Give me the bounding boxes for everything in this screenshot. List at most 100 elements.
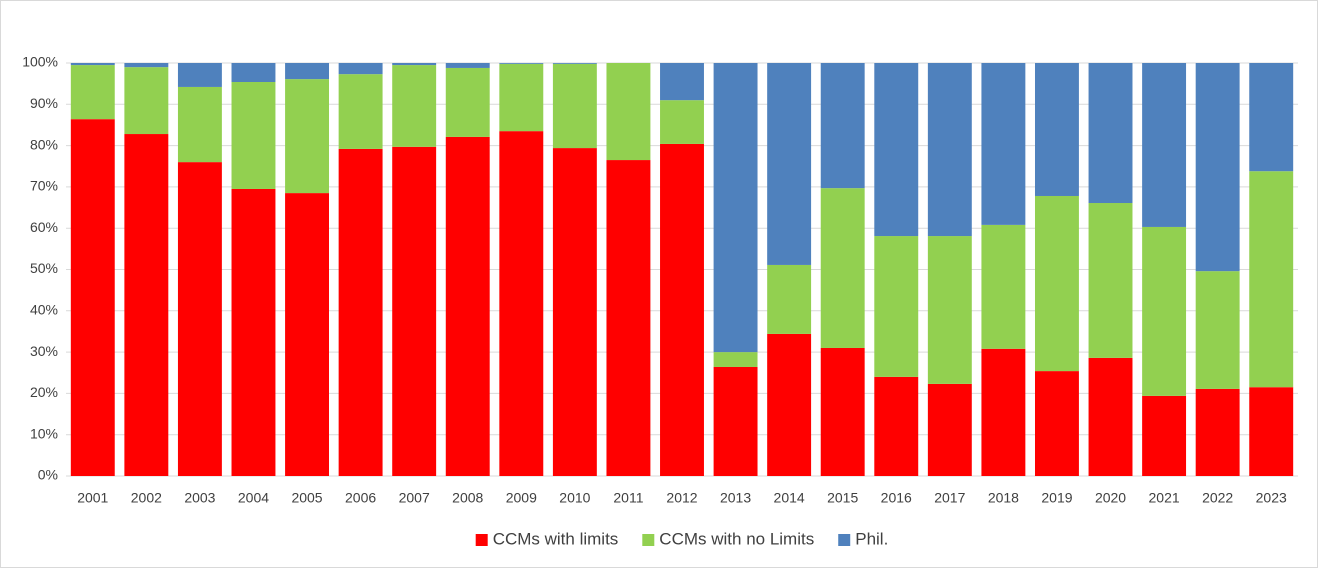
bar-segment (285, 63, 330, 80)
bar-segment (285, 79, 330, 194)
bar-segment (713, 366, 758, 476)
x-tick-label: 2017 (934, 490, 965, 506)
bar-segment (1195, 271, 1240, 389)
bar-segment (1249, 63, 1294, 172)
x-tick-label: 2003 (184, 490, 215, 506)
bar-segment (177, 162, 222, 476)
bar-segment (552, 63, 597, 64)
bar-segment (874, 236, 919, 377)
x-tick-label: 2005 (291, 490, 322, 506)
bar-segment (70, 119, 115, 476)
x-tick-label: 2016 (881, 490, 912, 506)
bar-segment (1249, 387, 1294, 476)
bar-segment (338, 74, 383, 149)
bar-segment (927, 236, 972, 384)
x-tick-label: 2013 (720, 490, 751, 506)
bar-segment (1142, 395, 1187, 476)
x-tick-label: 2007 (399, 490, 430, 506)
bar-segment (981, 224, 1026, 349)
bar-segment (820, 188, 865, 348)
bar-segment (1034, 63, 1079, 196)
bar-segment (177, 63, 222, 87)
bar-segment (767, 264, 812, 334)
bar-segment (392, 146, 437, 477)
x-tick-label: 2012 (666, 490, 697, 506)
y-tick-label: 30% (30, 343, 58, 359)
x-tick-label: 2010 (559, 490, 590, 506)
bar-segment (1142, 63, 1187, 227)
bar-segment (660, 143, 704, 476)
legend-label: CCMs with no Limits (659, 529, 814, 548)
y-tick-label: 100% (22, 54, 58, 70)
x-tick-label: 2014 (774, 490, 805, 506)
x-tick-label: 2001 (77, 490, 108, 506)
legend-label: CCMs with limits (493, 529, 619, 548)
bar-segment (392, 65, 437, 147)
x-tick-label: 2006 (345, 490, 376, 506)
bar-segment (445, 63, 490, 68)
bar-segment (981, 63, 1026, 225)
x-tick-label: 2023 (1256, 490, 1287, 506)
bar-segment (1034, 371, 1079, 476)
legend-swatch (475, 534, 488, 546)
bar-segment (445, 67, 490, 137)
bar-segment (606, 63, 651, 161)
x-tick-label: 2022 (1202, 490, 1233, 506)
bar-segment (713, 352, 758, 367)
bar-segment (713, 63, 758, 353)
bar-segment (338, 63, 383, 75)
bar-segment (820, 347, 865, 476)
x-tick-label: 2018 (988, 490, 1019, 506)
y-tick-label: 20% (30, 384, 58, 400)
y-tick-label: 0% (38, 467, 58, 483)
bar-segment (660, 63, 704, 101)
bar-segment (1088, 357, 1133, 476)
y-tick-label: 10% (30, 425, 58, 441)
y-tick-label: 70% (30, 178, 58, 194)
bar-segment (1249, 171, 1294, 388)
bar-segment (70, 63, 115, 66)
y-tick-label: 50% (30, 260, 58, 276)
bar-segment (820, 63, 865, 189)
bar-segment (124, 67, 169, 135)
bar-segment (1195, 63, 1240, 272)
x-tick-label: 2015 (827, 490, 858, 506)
bar-segment (1088, 203, 1133, 358)
bar-segment (874, 376, 919, 476)
legend-swatch (642, 534, 655, 546)
bar-segment (606, 160, 651, 476)
bar-segment (874, 63, 919, 237)
bar-segment (231, 188, 276, 476)
x-tick-label: 2021 (1149, 490, 1180, 506)
bar-segment (552, 63, 597, 149)
x-tick-label: 2002 (131, 490, 162, 506)
bar-segment (231, 81, 276, 189)
bar-segment (1142, 226, 1187, 396)
bar-segment (1034, 195, 1079, 372)
legend-swatch (838, 534, 851, 546)
bar-segment (981, 348, 1026, 476)
bar-segment (927, 383, 972, 476)
bar-segment (1088, 63, 1133, 204)
y-tick-label: 80% (30, 136, 58, 152)
bar-segment (767, 63, 812, 265)
bar-segment (124, 134, 169, 476)
bar-segment (177, 86, 222, 163)
bar-segment (392, 63, 437, 66)
x-tick-label: 2009 (506, 490, 537, 506)
legend: CCMs with limits CCMs with no Limits Phil. (475, 529, 888, 548)
bar-segment (767, 333, 812, 476)
y-tick-label: 60% (30, 219, 58, 235)
x-tick-label: 2020 (1095, 490, 1126, 506)
bar-segment (499, 63, 544, 132)
x-tick-label: 2008 (452, 490, 483, 506)
bar-segment (927, 63, 972, 237)
bar-segment (660, 100, 704, 144)
bar-segment (499, 131, 544, 476)
y-tick-label: 40% (30, 302, 58, 318)
bar-segment (338, 148, 383, 477)
bar-segment (1195, 388, 1240, 476)
bar-segment (552, 148, 597, 476)
bar-segment (499, 63, 544, 64)
